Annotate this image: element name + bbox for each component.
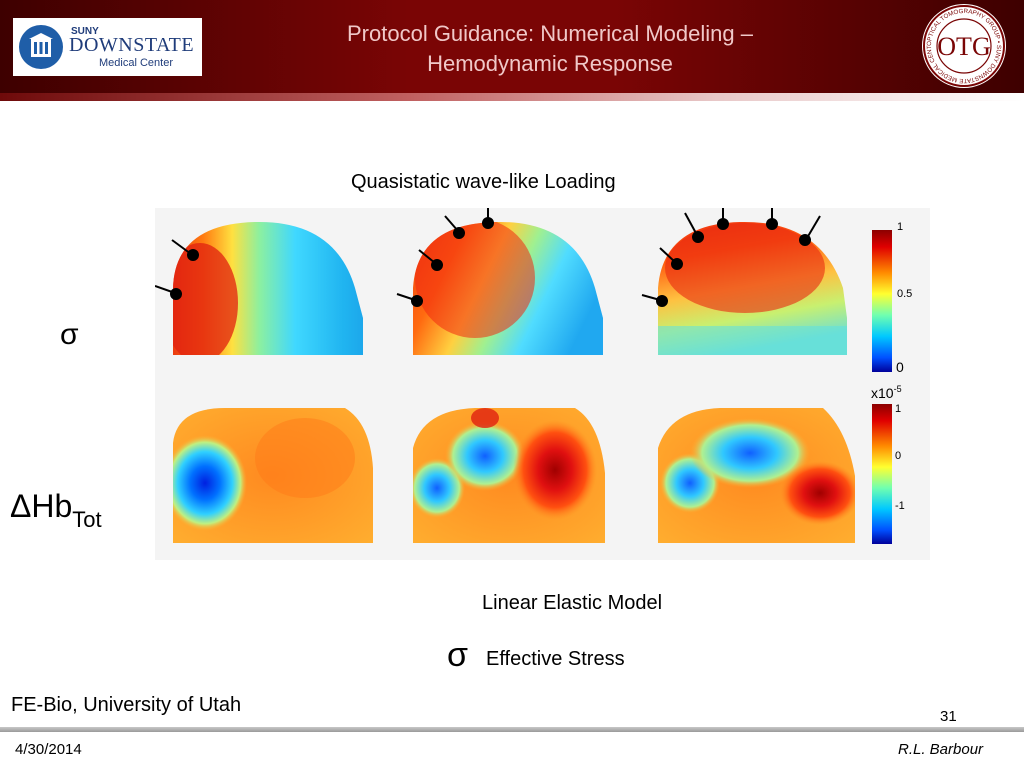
slide-title-line1: Protocol Guidance: Numerical Modeling – — [347, 21, 753, 46]
svg-text:0.5: 0.5 — [897, 288, 912, 300]
svg-text:1: 1 — [895, 403, 901, 415]
hbtot-map-3 — [658, 408, 855, 543]
header-divider — [0, 93, 1024, 101]
row-label-hbtot: ΔHbTot — [10, 488, 102, 532]
building-icon — [19, 25, 63, 69]
svg-text:-1: -1 — [895, 500, 905, 512]
software-credit: FE-Bio, University of Utah — [11, 694, 242, 716]
suny-downstate-logo: SUNY DOWNSTATE Medical Center — [13, 18, 202, 76]
logo-suny-text: SUNY — [71, 26, 99, 37]
sigma-colorbar: 1 0.5 0 — [872, 221, 912, 375]
slide-title: Protocol Guidance: Numerical Modeling – … — [270, 19, 830, 79]
sigma-map-2 — [413, 221, 603, 356]
legend-effective-stress: Effective Stress — [486, 648, 625, 670]
svg-text:0: 0 — [895, 450, 901, 462]
simulation-figure: 1 0.5 0 x10-5 1 0 -1 — [155, 208, 930, 560]
page-number: 31 — [940, 708, 957, 725]
logo-name-text: DOWNSTATE — [69, 34, 195, 56]
svg-text:x10-5: x10-5 — [871, 384, 902, 401]
seal-initials: OTG — [937, 32, 990, 61]
legend-sigma-symbol: σ — [447, 636, 468, 674]
logo-subtitle-text: Medical Center — [99, 57, 173, 69]
slide-title-line2: Hemodynamic Response — [427, 51, 673, 76]
row-label-sigma: σ — [60, 318, 79, 351]
svg-text:1: 1 — [897, 221, 903, 233]
load-pins — [155, 208, 821, 307]
footer-date: 4/30/2014 — [15, 741, 82, 758]
model-caption: Linear Elastic Model — [482, 592, 663, 614]
footer-divider — [0, 727, 1024, 732]
hbtot-colorbar: x10-5 1 0 -1 — [871, 384, 905, 544]
otg-seal-logo: OPTICAL TOMOGRAPHY GROUP • SUNY DOWNSTAT… — [918, 3, 1006, 88]
footer-author: R.L. Barbour — [898, 741, 984, 758]
hbtot-map-2 — [413, 408, 605, 543]
hbtot-map-1 — [173, 408, 373, 543]
loading-caption: Quasistatic wave-like Loading — [351, 171, 616, 193]
svg-text:0: 0 — [896, 359, 904, 375]
